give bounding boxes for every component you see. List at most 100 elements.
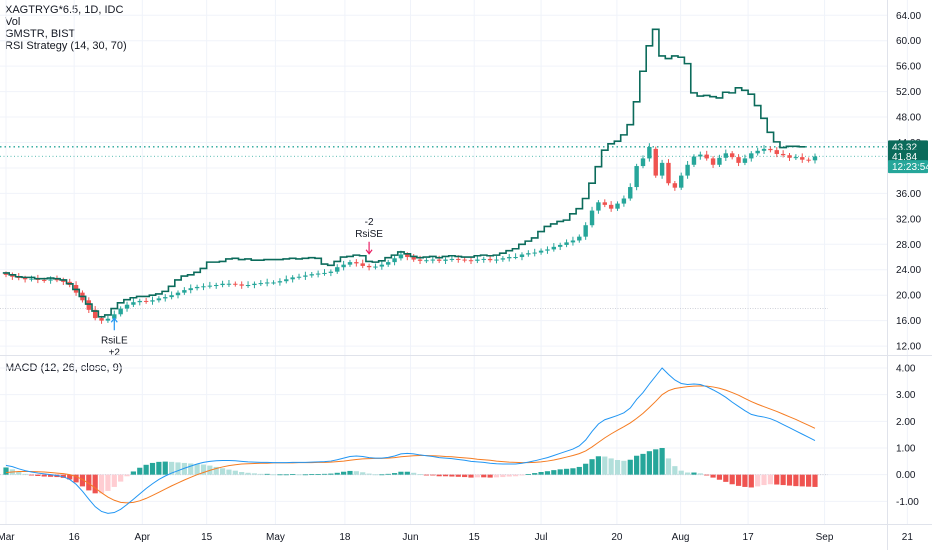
time-tick-label: 18 — [339, 532, 351, 543]
histogram-bar — [347, 470, 353, 475]
candle-body — [315, 273, 321, 275]
candle-body — [341, 264, 346, 268]
histogram-bar — [245, 472, 251, 475]
histogram-bar — [423, 474, 430, 476]
histogram-bar — [430, 474, 436, 476]
histogram-bar — [614, 460, 621, 475]
histogram-bar — [493, 474, 500, 478]
histogram-bar — [525, 474, 531, 475]
time-tick-label: Jul — [535, 532, 548, 543]
symbol-title[interactable]: XAGTRYG*6.5, 1D, IDC — [5, 4, 124, 16]
candle-body — [577, 236, 582, 241]
histogram-bar — [684, 472, 691, 475]
candle-body — [347, 262, 353, 265]
histogram-bar — [328, 473, 334, 475]
histogram-bar — [200, 464, 207, 475]
histogram-bar — [729, 474, 735, 485]
histogram-bar — [793, 474, 799, 487]
histogram-bar — [219, 468, 226, 475]
candle-body — [124, 304, 130, 309]
candle-body — [131, 302, 136, 305]
candle-body — [264, 282, 270, 284]
candle-body — [755, 150, 760, 154]
candle-body — [487, 258, 493, 261]
histogram-bar — [47, 474, 54, 477]
candle-body — [628, 187, 633, 199]
candle-body — [373, 266, 378, 268]
candle-body — [780, 153, 786, 156]
histogram-bar — [226, 469, 232, 475]
histogram-bar — [595, 456, 602, 475]
candle-body — [118, 308, 123, 315]
candle-body — [768, 148, 773, 151]
histogram-bar — [557, 469, 563, 475]
strategy-label[interactable]: RSI Strategy (14, 30, 70) — [5, 40, 127, 52]
compare-symbol-label[interactable]: GMSTR, BIST — [5, 28, 76, 40]
histogram-bar — [3, 467, 9, 475]
price-badge — [888, 160, 928, 174]
candle-body — [640, 158, 646, 167]
histogram-bar — [442, 474, 449, 477]
candle-body — [551, 246, 557, 250]
candle-body — [698, 154, 703, 157]
candle-body — [538, 250, 544, 253]
candle-body — [29, 278, 34, 280]
time-tick-label: Sep — [816, 532, 834, 543]
candle-body — [214, 285, 219, 287]
histogram-bar — [634, 455, 640, 475]
candle-body — [105, 318, 111, 321]
candle-body — [526, 253, 531, 255]
histogram-bar — [551, 470, 557, 475]
candle-body — [793, 157, 799, 159]
candle-body — [156, 298, 162, 301]
candle-body — [507, 257, 512, 259]
vol-indicator-label[interactable]: Vol — [5, 16, 21, 28]
price-tick-label: 24.00 — [896, 265, 921, 276]
candle-body — [589, 210, 595, 226]
histogram-bar — [735, 474, 742, 486]
signal-label: RsiLE — [101, 335, 128, 346]
histogram-bar — [22, 473, 28, 475]
price-tick-label: 32.00 — [896, 214, 921, 225]
time-axis[interactable]: Mar 16 Apr 15 May 18 Jun 15 Jul 20 Aug 17 Sep 21 — [0, 532, 913, 543]
macd-axis[interactable]: 4.00 3.00 2.00 1.00 0.00 -1.00 — [896, 364, 919, 508]
candle-body — [143, 300, 149, 302]
candle-body — [462, 259, 467, 261]
candle-body — [252, 283, 257, 286]
histogram-bar — [538, 472, 544, 475]
histogram-bar — [232, 470, 238, 475]
candle-body — [22, 278, 28, 280]
histogram-bar — [780, 474, 786, 486]
histogram-bar — [500, 474, 506, 478]
candle-body — [532, 252, 537, 254]
histogram-bar — [372, 474, 379, 476]
candle-body — [545, 249, 550, 251]
candle-body — [290, 277, 295, 280]
candle-body — [672, 183, 678, 188]
price-tick-label: 56.00 — [896, 62, 921, 73]
candle-body — [710, 158, 716, 165]
histogram-bar — [755, 474, 761, 487]
candle-body — [430, 259, 435, 261]
histogram-bar — [481, 474, 487, 478]
candle-body — [150, 300, 155, 302]
candle-body — [175, 292, 181, 296]
histogram-bar — [162, 461, 168, 475]
price-axis[interactable]: 64.0060.0056.0052.0048.0044.0040.0036.00… — [896, 11, 921, 353]
candle-body — [277, 281, 283, 283]
histogram-bar — [194, 464, 200, 475]
histogram-bar — [290, 474, 296, 475]
histogram-bar — [73, 474, 79, 483]
histogram-bar — [130, 471, 136, 475]
signal-label: RsiSE — [355, 229, 383, 240]
price-badge-label: 41.84 — [892, 152, 917, 163]
candle-body — [800, 157, 805, 160]
histogram-bar — [608, 458, 614, 475]
histogram-bar — [169, 461, 175, 475]
histogram-bar — [251, 473, 258, 475]
candle-body — [303, 275, 308, 277]
histogram-bar — [716, 474, 723, 480]
candle-body — [481, 258, 486, 260]
price-tick-label: 20.00 — [896, 291, 921, 302]
